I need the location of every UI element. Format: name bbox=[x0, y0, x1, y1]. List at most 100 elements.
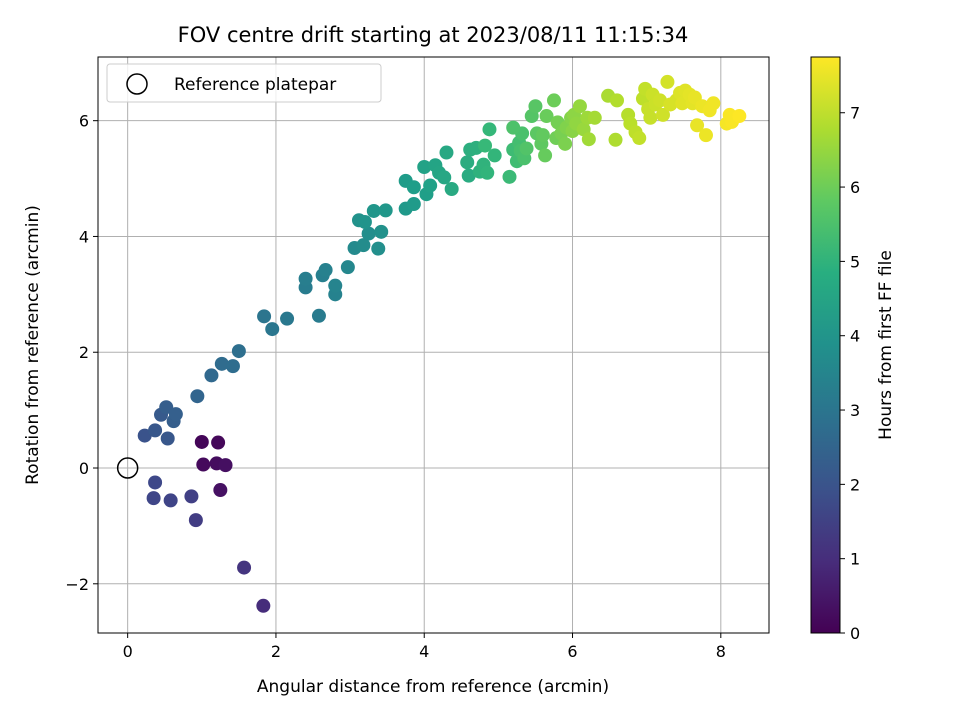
scatter-point bbox=[690, 118, 705, 133]
scatter-point bbox=[480, 165, 495, 180]
scatter-point bbox=[519, 141, 534, 156]
scatter-point bbox=[374, 224, 389, 239]
scatter-point bbox=[406, 197, 421, 212]
scatter-point bbox=[539, 109, 554, 124]
colorbar bbox=[810, 56, 841, 634]
scatter-point bbox=[225, 359, 240, 374]
scatter-point bbox=[478, 138, 493, 153]
scatter-point bbox=[698, 128, 713, 143]
scatter-point bbox=[148, 475, 163, 490]
scatter-point bbox=[318, 263, 333, 278]
scatter-point bbox=[461, 168, 476, 183]
colorbar-tick-label: 5 bbox=[850, 252, 860, 271]
scatter-point bbox=[417, 159, 432, 174]
scatter-point bbox=[168, 407, 183, 422]
scatter-point bbox=[535, 128, 550, 143]
scatter-point bbox=[257, 309, 272, 324]
scatter-point bbox=[357, 214, 372, 229]
x-tick-label: 6 bbox=[567, 642, 577, 661]
scatter-point bbox=[237, 560, 252, 575]
scatter-point bbox=[194, 434, 209, 449]
scatter-point bbox=[204, 368, 219, 383]
data-points bbox=[137, 74, 747, 613]
scatter-point bbox=[444, 181, 459, 196]
scatter-point bbox=[423, 178, 438, 193]
x-tick-label: 0 bbox=[123, 642, 133, 661]
y-axis-label: Rotation from reference (arcmin) bbox=[23, 205, 43, 485]
scatter-point bbox=[460, 155, 475, 170]
scatter-point bbox=[502, 169, 517, 184]
scatter-point bbox=[298, 271, 313, 286]
scatter-point bbox=[581, 132, 596, 147]
y-axis-ticks: −2 0 2 4 6 bbox=[65, 112, 98, 594]
y-tick-label: 6 bbox=[79, 112, 89, 131]
scatter-point bbox=[437, 170, 452, 185]
scatter-point bbox=[546, 93, 561, 108]
x-tick-label: 8 bbox=[716, 642, 726, 661]
scatter-point bbox=[256, 598, 271, 613]
scatter-point bbox=[280, 311, 295, 326]
scatter-point bbox=[655, 107, 670, 122]
colorbar-tick-label: 7 bbox=[850, 104, 860, 123]
colorbar-label: Hours from first FF file bbox=[876, 250, 896, 440]
scatter-point bbox=[378, 203, 393, 218]
scatter-point bbox=[214, 356, 229, 371]
legend-marker-icon bbox=[126, 73, 148, 95]
scatter-point bbox=[366, 203, 381, 218]
scatter-point bbox=[218, 458, 233, 473]
x-axis-label: Angular distance from reference (arcmin) bbox=[257, 677, 609, 697]
grid-lines bbox=[98, 57, 769, 633]
scatter-point bbox=[587, 110, 602, 125]
scatter-point bbox=[538, 148, 553, 163]
scatter-point bbox=[361, 226, 376, 241]
plot-frame bbox=[97, 56, 770, 634]
chart-title: FOV centre drift starting at 2023/08/11 … bbox=[178, 23, 689, 47]
legend-box bbox=[106, 63, 382, 103]
colorbar-ticks: 0 1 2 3 4 5 6 7 bbox=[840, 104, 860, 643]
scatter-point bbox=[160, 431, 175, 446]
x-tick-label: 2 bbox=[271, 642, 281, 661]
scatter-point bbox=[608, 132, 623, 147]
scatter-point bbox=[371, 241, 386, 256]
y-tick-label: −2 bbox=[65, 575, 89, 594]
reference-platepar-marker bbox=[116, 457, 139, 479]
colorbar-tick-label: 3 bbox=[850, 401, 860, 420]
scatter-point bbox=[328, 278, 343, 293]
scatter-point bbox=[706, 96, 721, 111]
scatter-point bbox=[487, 148, 502, 163]
scatter-point bbox=[265, 322, 280, 337]
scatter-point bbox=[190, 389, 205, 404]
scatter-point bbox=[340, 260, 355, 275]
scatter-point bbox=[610, 93, 625, 108]
colorbar-tick-label: 0 bbox=[850, 624, 860, 643]
x-axis-ticks: 0 2 4 6 8 bbox=[123, 633, 726, 661]
y-tick-label: 4 bbox=[79, 227, 89, 246]
colorbar-tick-label: 1 bbox=[850, 550, 860, 569]
scatter-point bbox=[506, 120, 521, 135]
scatter-point bbox=[163, 493, 178, 508]
scatter-point bbox=[213, 483, 228, 498]
scatter-point bbox=[159, 400, 174, 415]
scatter-point bbox=[211, 435, 226, 450]
legend-label: Reference platepar bbox=[174, 75, 336, 95]
colorbar-tick-label: 4 bbox=[850, 327, 860, 346]
scatter-point bbox=[572, 99, 587, 114]
y-tick-label: 0 bbox=[79, 459, 89, 478]
x-tick-label: 4 bbox=[419, 642, 429, 661]
scatter-point bbox=[356, 238, 371, 253]
scatter-point bbox=[146, 491, 161, 506]
scatter-point bbox=[188, 513, 203, 528]
scatter-point bbox=[439, 145, 454, 160]
scatter-point bbox=[311, 308, 326, 323]
scatter-point bbox=[406, 180, 421, 195]
scatter-point bbox=[660, 74, 675, 89]
scatter-point bbox=[643, 110, 658, 125]
scatter-point bbox=[528, 99, 543, 114]
scatter-point bbox=[137, 428, 152, 443]
scatter-point bbox=[482, 122, 497, 137]
scatter-point bbox=[231, 344, 246, 359]
legend: Reference platepar bbox=[106, 63, 382, 103]
scatter-point bbox=[184, 489, 199, 504]
scatter-point bbox=[632, 131, 647, 146]
